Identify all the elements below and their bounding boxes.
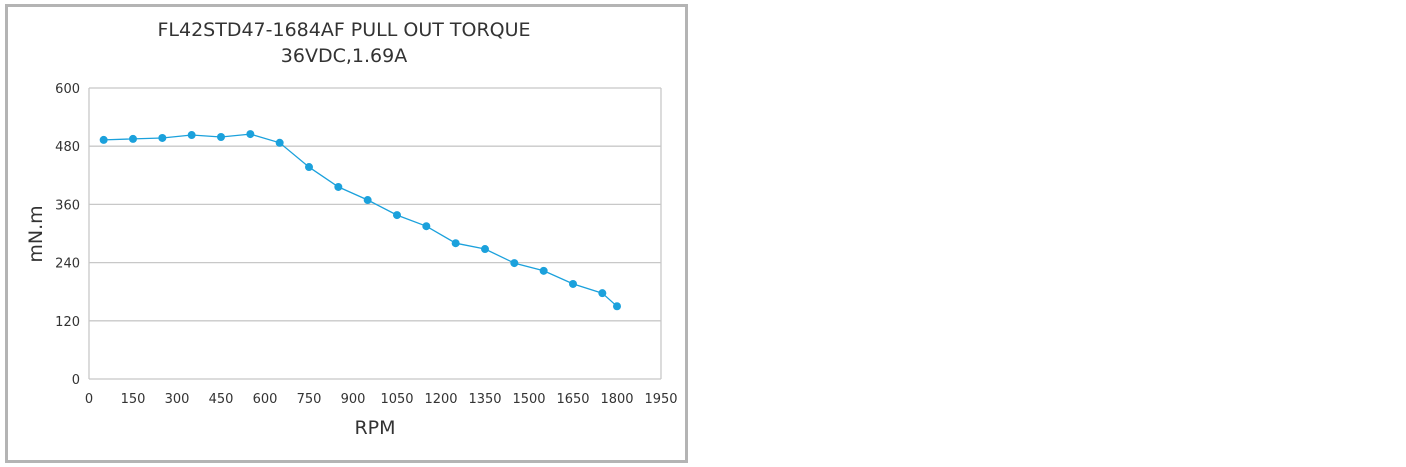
data-point xyxy=(451,239,460,248)
data-point xyxy=(99,135,108,144)
data-point xyxy=(422,222,431,231)
x-tick-label: 1950 xyxy=(644,392,677,407)
data-point xyxy=(363,196,372,205)
data-point xyxy=(539,266,548,275)
data-point xyxy=(334,182,343,191)
y-tick-label: 480 xyxy=(55,140,80,155)
x-tick-label: 1800 xyxy=(600,392,633,407)
x-tick-label: 300 xyxy=(165,392,190,407)
x-tick-label: 1200 xyxy=(424,392,457,407)
x-tick-label: 0 xyxy=(85,392,93,407)
x-tick-label: 600 xyxy=(253,392,278,407)
y-tick-label: 600 xyxy=(55,82,80,97)
series-line xyxy=(103,133,618,307)
data-point xyxy=(598,289,607,298)
data-point xyxy=(613,302,621,311)
data-point xyxy=(217,132,225,141)
data-point xyxy=(305,163,313,172)
x-tick-label: 1650 xyxy=(556,392,589,407)
x-tick-label: 1500 xyxy=(512,392,545,407)
x-tick-label: 450 xyxy=(209,392,234,407)
x-tick-label: 150 xyxy=(121,392,146,407)
chart-subtitle: 36VDC,1.69A xyxy=(281,45,407,67)
data-point xyxy=(275,138,284,147)
chart-frame xyxy=(5,4,688,463)
y-tick-label: 240 xyxy=(55,257,80,272)
data-point xyxy=(393,211,401,220)
data-point xyxy=(129,134,137,143)
y-tick-label: 0 xyxy=(72,373,80,388)
data-point xyxy=(481,245,489,254)
x-axis-label: RPM xyxy=(354,417,395,439)
y-tick-label: 120 xyxy=(55,315,80,330)
x-tick-label: 900 xyxy=(341,392,366,407)
y-axis-label: mN.m xyxy=(25,205,47,262)
data-point xyxy=(569,279,577,288)
y-tick-label: 360 xyxy=(55,198,80,213)
x-tick-label: 750 xyxy=(297,392,322,407)
data-point xyxy=(187,131,196,140)
x-tick-label: 1350 xyxy=(468,392,501,407)
data-point xyxy=(158,133,167,142)
x-tick-label: 1050 xyxy=(380,392,413,407)
data-point xyxy=(510,259,519,268)
data-point xyxy=(246,130,255,139)
chart-title: FL42STD47-1684AF PULL OUT TORQUE xyxy=(157,19,530,41)
